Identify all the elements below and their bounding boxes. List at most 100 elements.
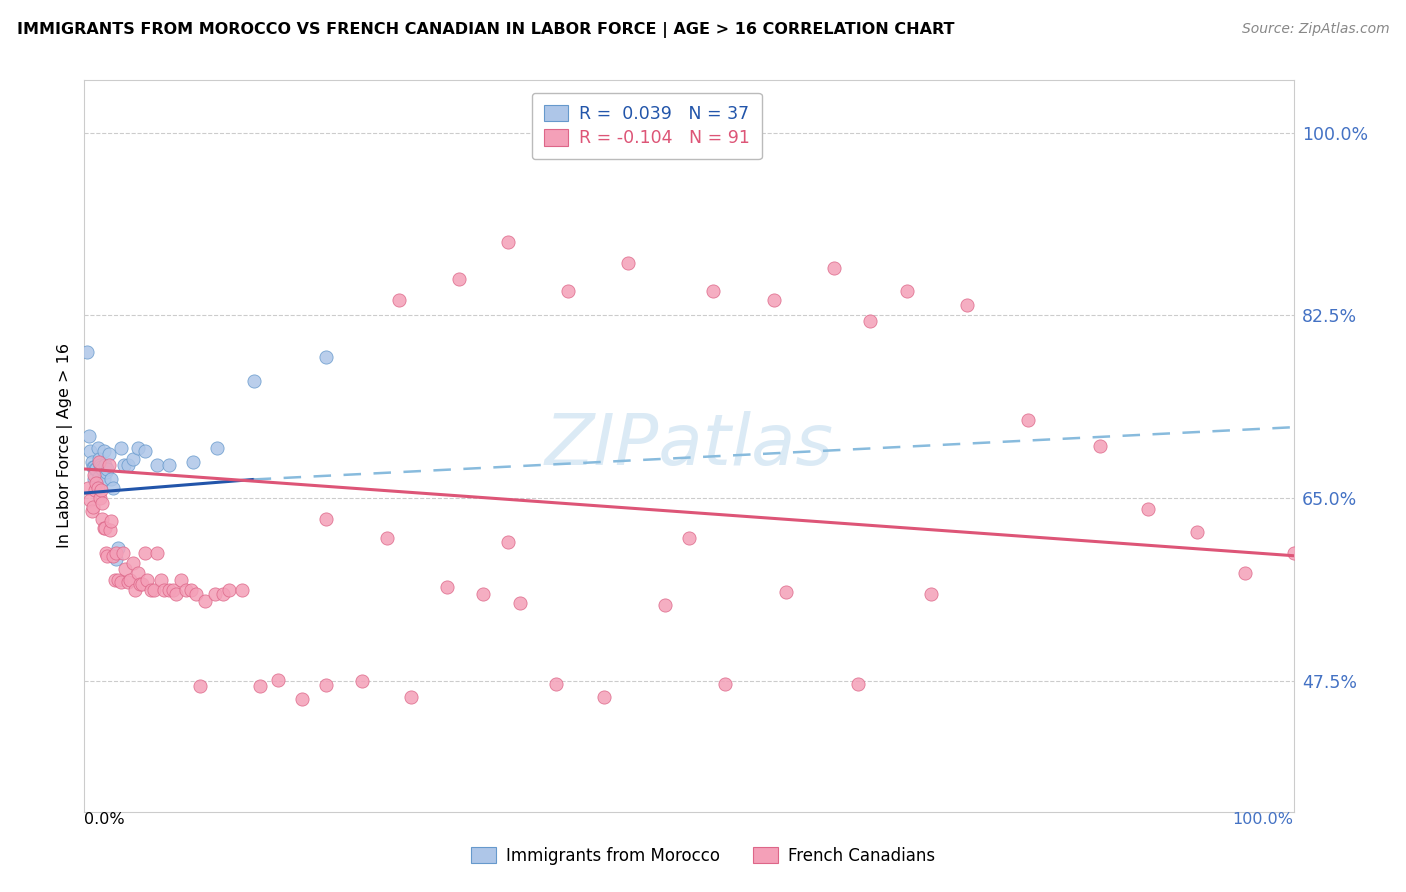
Point xyxy=(96,549,118,563)
Point xyxy=(388,293,411,307)
Point xyxy=(496,535,519,549)
Point xyxy=(315,350,337,364)
Point xyxy=(104,552,127,566)
Point xyxy=(170,573,193,587)
Point xyxy=(190,679,212,693)
Point xyxy=(859,313,882,327)
Point xyxy=(83,459,105,474)
Point xyxy=(83,472,105,486)
Point xyxy=(91,512,114,526)
Point xyxy=(162,583,184,598)
Point xyxy=(617,256,640,270)
Legend: Immigrants from Morocco, French Canadians: Immigrants from Morocco, French Canadian… xyxy=(463,838,943,873)
Point xyxy=(94,458,117,472)
Point xyxy=(436,580,458,594)
Point xyxy=(509,596,531,610)
Point xyxy=(121,451,143,466)
Point xyxy=(83,468,105,483)
Point xyxy=(87,451,110,466)
Point xyxy=(181,455,204,469)
Point xyxy=(86,462,108,476)
Point xyxy=(315,512,337,526)
Legend: R =  0.039   N = 37, R = -0.104   N = 91: R = 0.039 N = 37, R = -0.104 N = 91 xyxy=(531,93,762,160)
Point xyxy=(231,583,253,598)
Point xyxy=(94,545,117,559)
Point xyxy=(218,583,240,598)
Point xyxy=(120,573,142,587)
Point xyxy=(194,593,217,607)
Point xyxy=(702,285,724,299)
Point xyxy=(291,691,314,706)
Point xyxy=(90,483,112,497)
Point xyxy=(114,562,136,576)
Point xyxy=(91,462,114,476)
Point xyxy=(1185,524,1208,539)
Point xyxy=(90,459,112,474)
Point xyxy=(100,472,122,486)
Point xyxy=(97,458,120,472)
Point xyxy=(89,491,111,506)
Point xyxy=(110,574,132,589)
Point xyxy=(80,455,103,469)
Point xyxy=(131,577,153,591)
Point xyxy=(249,679,271,693)
Point xyxy=(134,444,156,458)
Text: ZIPatlas: ZIPatlas xyxy=(544,411,834,481)
Point xyxy=(117,458,139,472)
Text: 0.0%: 0.0% xyxy=(84,812,125,827)
Point xyxy=(678,531,700,545)
Point xyxy=(107,541,129,556)
Point xyxy=(82,500,104,514)
Point xyxy=(93,472,115,486)
Point xyxy=(204,587,226,601)
Point xyxy=(315,678,337,692)
Point xyxy=(104,573,127,587)
Point xyxy=(823,261,845,276)
Point xyxy=(242,374,264,388)
Point xyxy=(207,441,229,455)
Point xyxy=(267,673,290,687)
Point xyxy=(846,677,869,691)
Point xyxy=(1234,566,1257,581)
Point xyxy=(134,545,156,559)
Point xyxy=(77,481,100,495)
Point xyxy=(89,458,111,472)
Point xyxy=(79,493,101,508)
Text: 100.0%: 100.0% xyxy=(1233,812,1294,827)
Point xyxy=(1282,545,1305,559)
Point xyxy=(129,577,152,591)
Point xyxy=(91,496,114,510)
Point xyxy=(184,587,207,601)
Point xyxy=(112,458,135,472)
Point xyxy=(103,549,125,563)
Point xyxy=(103,481,125,495)
Point xyxy=(100,514,122,528)
Point xyxy=(87,455,110,469)
Point xyxy=(127,566,149,581)
Text: IMMIGRANTS FROM MOROCCO VS FRENCH CANADIAN IN LABOR FORCE | AGE > 16 CORRELATION: IMMIGRANTS FROM MOROCCO VS FRENCH CANADI… xyxy=(17,22,955,38)
Point xyxy=(84,483,107,497)
Point xyxy=(86,481,108,495)
Point xyxy=(956,298,979,312)
Point xyxy=(1088,439,1111,453)
Point xyxy=(775,585,797,599)
Point xyxy=(157,583,180,598)
Point xyxy=(136,573,159,587)
Point xyxy=(896,285,918,299)
Point xyxy=(87,470,110,484)
Point xyxy=(94,520,117,534)
Point xyxy=(593,690,616,704)
Point xyxy=(94,465,117,479)
Point xyxy=(127,441,149,455)
Point xyxy=(84,462,107,476)
Point xyxy=(86,475,108,490)
Point xyxy=(139,583,162,598)
Y-axis label: In Labor Force | Age > 16: In Labor Force | Age > 16 xyxy=(58,343,73,549)
Point xyxy=(1137,501,1160,516)
Point xyxy=(212,587,235,601)
Point xyxy=(153,583,176,598)
Point xyxy=(98,523,121,537)
Point xyxy=(93,520,115,534)
Point xyxy=(117,574,139,589)
Point xyxy=(375,531,398,545)
